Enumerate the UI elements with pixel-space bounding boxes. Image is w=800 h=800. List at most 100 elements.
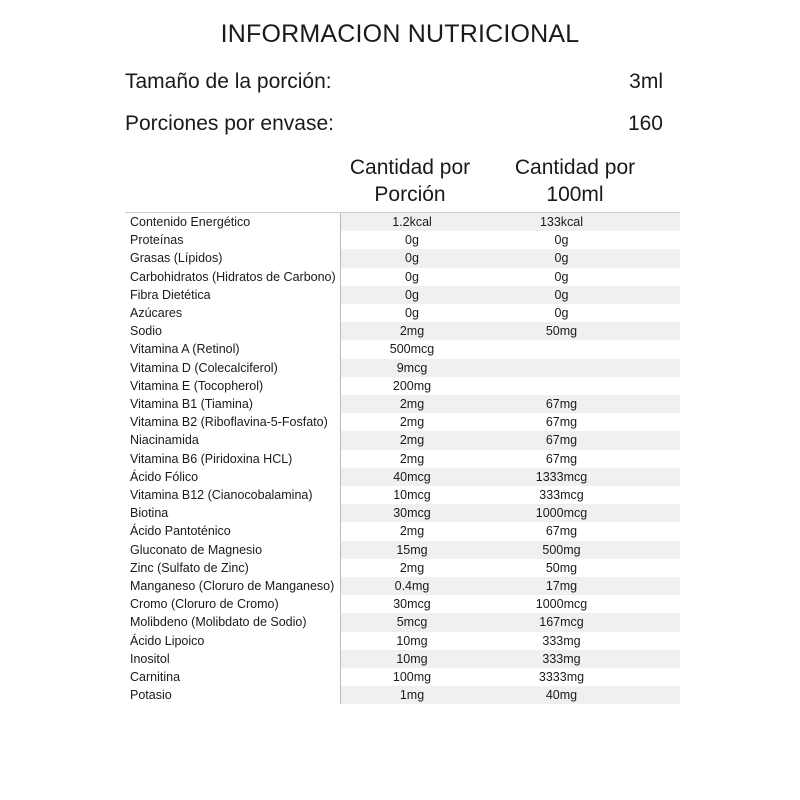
nutrient-name: Niacinamida (130, 433, 199, 448)
per-100ml-value: 333mg (542, 633, 581, 648)
nutrient-name: Ácido Lipoico (130, 633, 205, 648)
value-cells: 0g 0g (340, 304, 680, 323)
per-100ml-value: 1000mcg (535, 597, 588, 612)
value-cells: 15mg 500mg (340, 540, 680, 559)
per-portion-value: 1mg (399, 688, 425, 703)
value-cells: 2mg 67mg (340, 522, 680, 541)
nutrient-name: Proteínas (130, 233, 184, 248)
per-portion-value: 0g (405, 287, 419, 302)
table-row: Grasas (Lípidos) 0g 0g (125, 249, 680, 268)
per-100ml-value: 1333mcg (535, 469, 588, 484)
value-cells: 0g 0g (340, 249, 680, 268)
table-row: Vitamina B6 (Piridoxina HCL) 2mg 67mg (125, 449, 680, 468)
value-cells: 200mg (340, 376, 680, 396)
header-per-100ml: Cantidad por 100ml (514, 156, 636, 206)
table-row: Vitamina E (Tocopherol) 200mg (125, 376, 680, 396)
per-100ml-value: 500mg (542, 542, 581, 557)
table-row: Vitamina B2 (Riboflavina-5-Fosfato) 2mg … (125, 413, 680, 432)
per-portion-value: 0.4mg (394, 579, 430, 594)
value-cells: 5mcg 167mcg (340, 613, 680, 632)
nutrient-name: Biotina (130, 506, 169, 521)
nutrient-name: Vitamina A (Retinol) (130, 342, 240, 357)
value-cells: 2mg 67mg (340, 431, 680, 450)
nutrient-name: Vitamina D (Colecalciferol) (130, 360, 278, 375)
table-row: Cromo (Cloruro de Cromo) 30mcg 1000mcg (125, 595, 680, 614)
per-100ml-value: 67mg (545, 433, 578, 448)
per-portion-value: 9mcg (396, 360, 428, 375)
per-portion-value: 0g (405, 251, 419, 266)
table-row: Ácido Fólico 40mcg 1333mcg (125, 467, 680, 487)
nutrition-table: Contenido Energético 1.2kcal 133kcal Prot… (125, 212, 680, 705)
table-row: Vitamina B1 (Tiamina) 2mg 67mg (125, 395, 680, 414)
per-portion-value: 5mcg (396, 615, 428, 630)
table-row: Carnitina 100mg 3333mg (125, 668, 680, 687)
table-row: Zinc (Sulfato de Zinc) 2mg 50mg (125, 558, 680, 578)
nutrient-name: Cromo (Cloruro de Cromo) (130, 597, 279, 612)
table-row: Carbohidratos (Hidratos de Carbono) 0g 0… (125, 267, 680, 286)
value-cells: 0.4mg 17mg (340, 577, 680, 596)
nutrient-name: Manganeso (Cloruro de Manganeso) (130, 579, 335, 594)
per-portion-value: 30mcg (393, 597, 431, 612)
table-row: Contenido Energético 1.2kcal 133kcal (125, 213, 680, 232)
per-portion-value: 0g (405, 233, 419, 248)
per-portion-value: 10mg (396, 633, 428, 648)
per-100ml-value: 3333mg (538, 670, 585, 685)
table-row: Manganeso (Cloruro de Manganeso) 0.4mg 1… (125, 577, 680, 596)
nutrient-name: Azúcares (130, 306, 183, 321)
value-cells: 10mg 333mg (340, 631, 680, 650)
value-cells: 2mg 50mg (340, 558, 680, 578)
nutrient-name: Gluconato de Magnesio (130, 542, 263, 557)
per-portion-value: 15mg (396, 542, 428, 557)
nutrient-name: Vitamina B12 (Cianocobalamina) (130, 488, 313, 503)
per-100ml-value: 0g (554, 233, 569, 248)
per-100ml-value: 0g (554, 306, 569, 321)
table-row: Ácido Lipoico 10mg 333mg (125, 631, 680, 650)
per-portion-value: 500mcg (389, 342, 435, 357)
value-cells: 2mg 67mg (340, 449, 680, 468)
servings-per-container-label: Porciones por envase: (125, 112, 334, 135)
value-cells: 500mcg (340, 340, 680, 359)
serving-size-row: Tamaño de la porción: 3ml (125, 70, 663, 94)
table-row: Azúcares 0g 0g (125, 304, 680, 323)
per-100ml-value: 1000mcg (535, 506, 588, 521)
value-cells: 30mcg 1000mcg (340, 504, 680, 523)
value-cells: 1.2kcal 133kcal (340, 213, 680, 232)
per-100ml-value: 67mg (545, 451, 578, 466)
nutrient-name: Ácido Fólico (130, 469, 199, 484)
table-row: Potasio 1mg 40mg (125, 686, 680, 705)
per-100ml-value: 333mcg (539, 488, 584, 503)
per-portion-value: 10mg (396, 651, 428, 666)
value-cells: 0g 0g (340, 231, 680, 250)
per-portion-value: 100mg (392, 670, 432, 685)
per-100ml-value: 50mg (545, 324, 578, 339)
table-row: Vitamina D (Colecalciferol) 9mcg (125, 358, 680, 377)
value-cells: 100mg 3333mg (340, 668, 680, 687)
table-row: Molibdeno (Molibdato de Sodio) 5mcg 167m… (125, 613, 680, 632)
value-cells: 10mcg 333mcg (340, 486, 680, 505)
table-row: Fibra Dietética 0g 0g (125, 285, 680, 305)
table-row: Biotina 30mcg 1000mcg (125, 504, 680, 523)
table-row: Vitamina A (Retinol) 500mcg (125, 340, 680, 359)
per-100ml-value: 133kcal (539, 215, 584, 229)
per-100ml-value: 50mg (545, 560, 578, 575)
nutrient-name: Vitamina E (Tocopherol) (130, 378, 264, 393)
per-portion-value: 2mg (399, 324, 425, 339)
table-row: Proteínas 0g 0g (125, 231, 680, 250)
per-100ml-value (483, 359, 680, 377)
per-100ml-value (483, 340, 680, 358)
table-row: Vitamina B12 (Cianocobalamina) 10mcg 333… (125, 486, 680, 505)
nutrient-name: Vitamina B6 (Piridoxina HCL) (130, 451, 293, 466)
value-cells: 2mg 67mg (340, 395, 680, 414)
page-title: INFORMACION NUTRICIONAL (220, 20, 580, 48)
per-100ml-value: 0g (554, 287, 569, 302)
per-portion-value: 0g (405, 306, 419, 321)
per-portion-value: 2mg (399, 433, 425, 448)
nutrient-name: Fibra Dietética (130, 287, 211, 302)
per-100ml-value: 67mg (545, 397, 578, 412)
servings-per-container-row: Porciones por envase: 160 (125, 112, 663, 136)
nutrient-name: Molibdeno (Molibdato de Sodio) (130, 615, 307, 630)
table-row: Inositol 10mg 333mg (125, 649, 680, 669)
per-portion-value: 2mg (399, 524, 425, 539)
per-portion-value: 2mg (399, 560, 425, 575)
value-cells: 10mg 333mg (340, 649, 680, 669)
